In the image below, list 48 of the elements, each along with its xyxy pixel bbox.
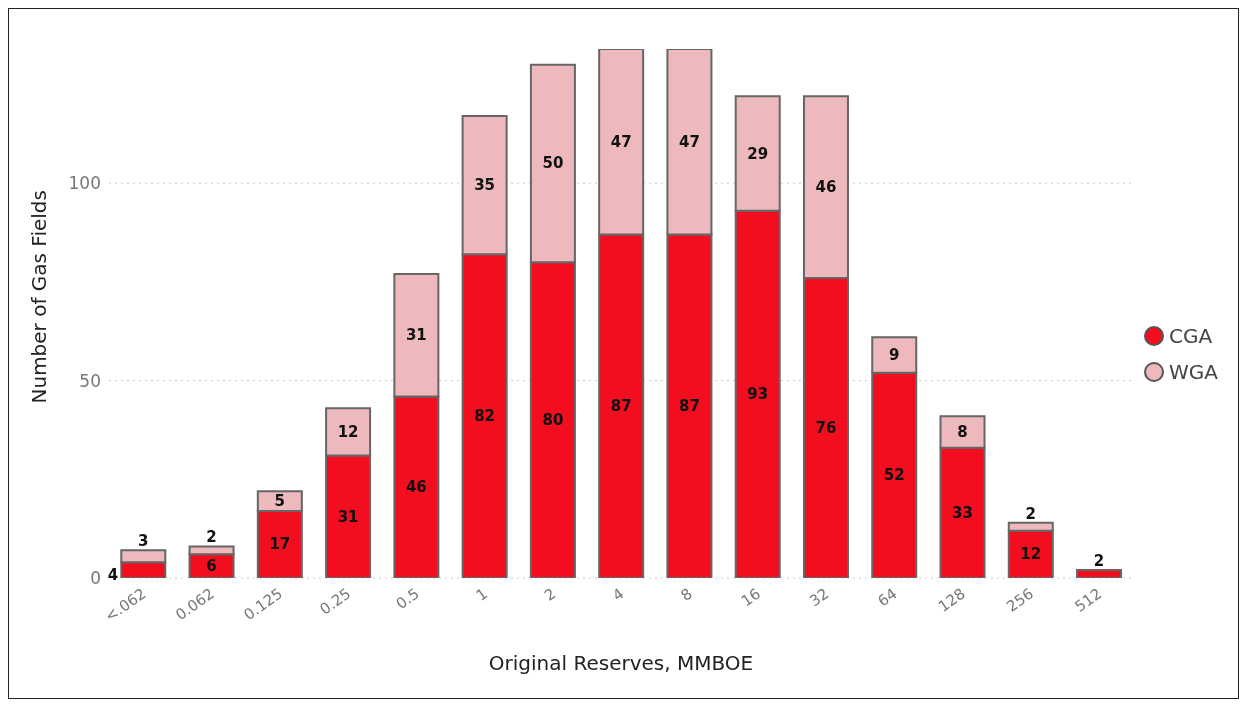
data-label: 35 (474, 176, 496, 195)
y-tick-label: 100 (68, 173, 101, 194)
x-tick-label: 0.5 (392, 584, 423, 613)
data-label: 2 (1025, 504, 1036, 523)
x-tick-label: 256 (1003, 584, 1037, 616)
data-label: 31 (337, 507, 359, 526)
x-tick-label: 8 (677, 584, 696, 605)
x-tick-label: 1 (472, 584, 491, 605)
data-label: 33 (952, 503, 973, 522)
data-label: 31 (405, 326, 427, 345)
x-tick-label: 64 (874, 584, 901, 611)
x-axis-title: Original Reserves, MMBOE (488, 651, 754, 675)
data-label: 4 (107, 566, 119, 584)
data-label: 46 (815, 178, 837, 197)
data-label: 6 (206, 557, 217, 576)
y-tick-label: 50 (79, 370, 101, 391)
data-label: 12 (1020, 545, 1042, 564)
x-tick-label: 4 (609, 584, 628, 605)
legend-label: WGA (1169, 359, 1218, 384)
data-label: 80 (542, 411, 564, 430)
x-tick-label: 128 (934, 584, 969, 616)
y-tick-label: 0 (90, 568, 101, 589)
data-label: 93 (747, 385, 769, 404)
data-label: 8 (957, 422, 968, 441)
bar (1076, 569, 1123, 578)
data-label: 29 (747, 144, 769, 163)
x-tick-label: 2 (540, 584, 560, 605)
data-label: 2 (1093, 552, 1105, 571)
y-axis-title: Number of Gas Fields (27, 190, 52, 404)
x-tick-label: 512 (1071, 584, 1106, 616)
data-label: 87 (679, 397, 700, 416)
x-tick-label: 32 (806, 584, 833, 611)
data-label: 82 (474, 407, 496, 426)
data-label: 87 (610, 397, 632, 416)
legend-label: CGA (1169, 323, 1213, 348)
data-label: 52 (883, 466, 905, 485)
data-label: 3 (138, 532, 149, 551)
data-label: 47 (679, 132, 700, 151)
data-label: 9 (889, 345, 900, 364)
data-label: 47 (610, 132, 632, 151)
data-label: 50 (542, 154, 564, 173)
data-label: 2 (206, 528, 217, 547)
data-label: 76 (815, 418, 837, 437)
data-label: 12 (337, 422, 359, 441)
data-label: 17 (269, 535, 291, 554)
data-label: 46 (405, 478, 427, 497)
data-label: 5 (274, 492, 286, 511)
x-tick-label: 16 (737, 584, 764, 611)
